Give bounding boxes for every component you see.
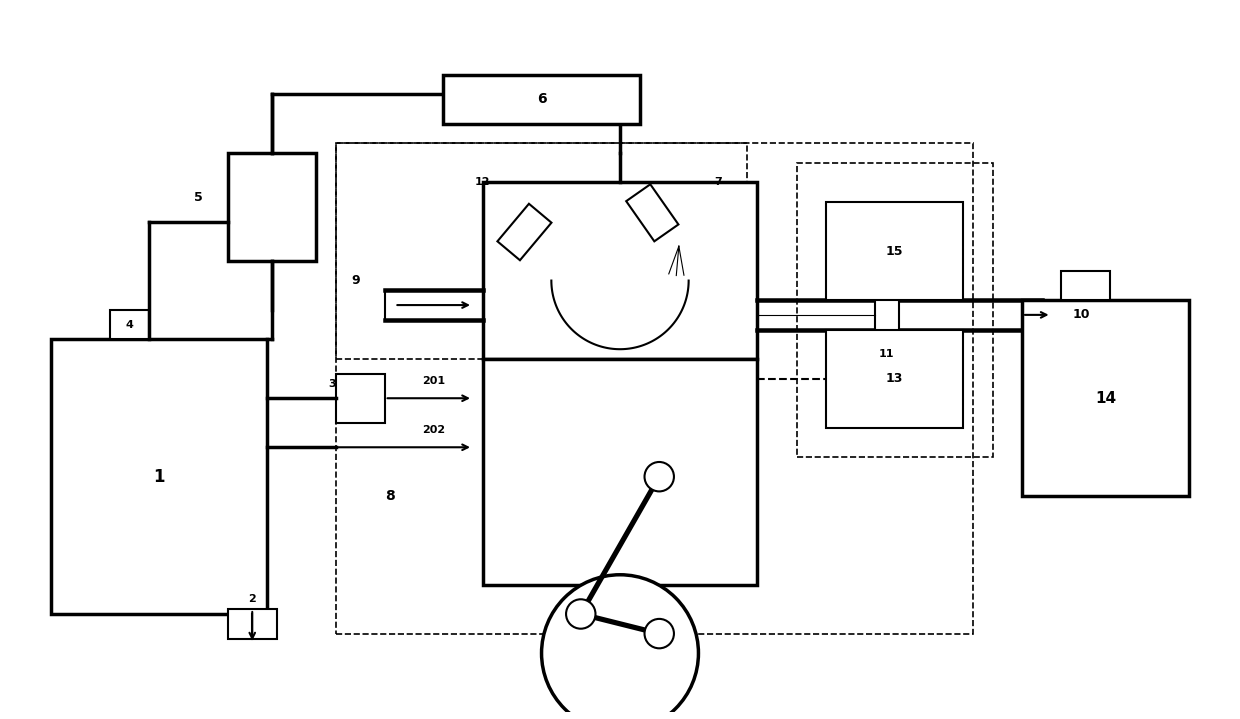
Text: 3: 3 (327, 378, 336, 388)
Bar (826, 329, 963, 428)
Text: 202: 202 (422, 425, 445, 434)
Bar (444, 75, 640, 124)
Text: 5: 5 (193, 191, 202, 203)
Bar (110, 310, 149, 339)
Text: 8: 8 (384, 490, 394, 503)
Text: 10: 10 (1073, 308, 1090, 321)
Circle shape (567, 599, 595, 628)
Circle shape (645, 619, 673, 649)
Text: 1: 1 (154, 467, 165, 486)
Bar (796, 163, 993, 457)
Text: 12: 12 (475, 178, 491, 188)
Text: 7: 7 (714, 178, 722, 188)
Bar (826, 202, 963, 300)
Bar (1061, 271, 1110, 300)
Text: 2: 2 (248, 595, 257, 604)
Bar (228, 609, 277, 638)
Bar (336, 374, 384, 423)
Text: 6: 6 (537, 92, 547, 106)
Circle shape (542, 574, 698, 719)
Bar (626, 184, 678, 242)
Text: 9: 9 (351, 274, 360, 287)
Text: 14: 14 (1095, 390, 1116, 406)
Bar (336, 143, 748, 359)
Bar (482, 359, 758, 585)
Text: 4: 4 (125, 320, 134, 330)
Bar (482, 183, 758, 359)
Bar (875, 296, 899, 334)
Bar (51, 339, 267, 614)
Text: 11: 11 (879, 349, 894, 359)
Text: 13: 13 (885, 372, 903, 385)
Text: 15: 15 (885, 244, 904, 257)
Bar (1022, 300, 1189, 496)
Bar (228, 153, 316, 261)
Text: 201: 201 (422, 375, 445, 385)
Bar (497, 203, 552, 260)
Circle shape (645, 462, 673, 491)
Bar (336, 143, 973, 633)
